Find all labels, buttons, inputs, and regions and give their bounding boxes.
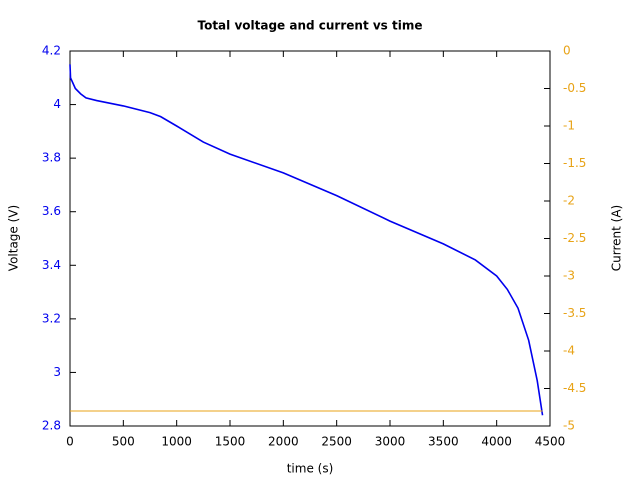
series-line [69, 64, 544, 416]
x-tick-label: 3000 [375, 435, 406, 449]
x-tick-label: 4500 [535, 435, 566, 449]
y2-tick-label: -4.5 [563, 381, 586, 395]
y-tick-label: 4.2 [42, 44, 61, 58]
y-tick-label: 3 [53, 365, 61, 379]
y-tick-label: 3.8 [42, 151, 61, 165]
y2-tick-label: -0.5 [563, 81, 586, 95]
x-tick-label: 2000 [268, 435, 299, 449]
x-tick-label: 1000 [161, 435, 192, 449]
x-tick-label: 4000 [481, 435, 512, 449]
y-tick-label: 2.8 [42, 419, 61, 433]
y2-tick-label: 0 [563, 44, 571, 58]
y-tick-label: 3.6 [42, 204, 61, 218]
y2-tick-label: -2.5 [563, 231, 586, 245]
y2-tick-label: -1 [563, 119, 575, 133]
y2-axis-label: Current (A) [610, 205, 624, 271]
x-tick-label: 2500 [321, 435, 352, 449]
x-tick-label: 500 [112, 435, 135, 449]
y-tick-label: 3.4 [42, 258, 61, 272]
y2-tick-label: -4 [563, 344, 575, 358]
y-tick-label: 4 [53, 97, 61, 111]
y-tick-label: 3.2 [42, 311, 61, 325]
y2-tick-label: -5 [563, 419, 575, 433]
y2-tick-label: -1.5 [563, 156, 586, 170]
chart-title: Total voltage and current vs time [197, 19, 422, 33]
y-axis-label: Voltage (V) [7, 205, 21, 271]
x-tick-label: 1500 [215, 435, 246, 449]
y2-tick-label: -2 [563, 194, 575, 208]
x-tick-label: 3500 [428, 435, 459, 449]
plot-frame [69, 50, 551, 427]
x-tick-label: 0 [66, 435, 74, 449]
y2-tick-label: -3 [563, 269, 575, 283]
y2-tick-label: -3.5 [563, 306, 586, 320]
x-axis-label: time (s) [287, 462, 334, 476]
